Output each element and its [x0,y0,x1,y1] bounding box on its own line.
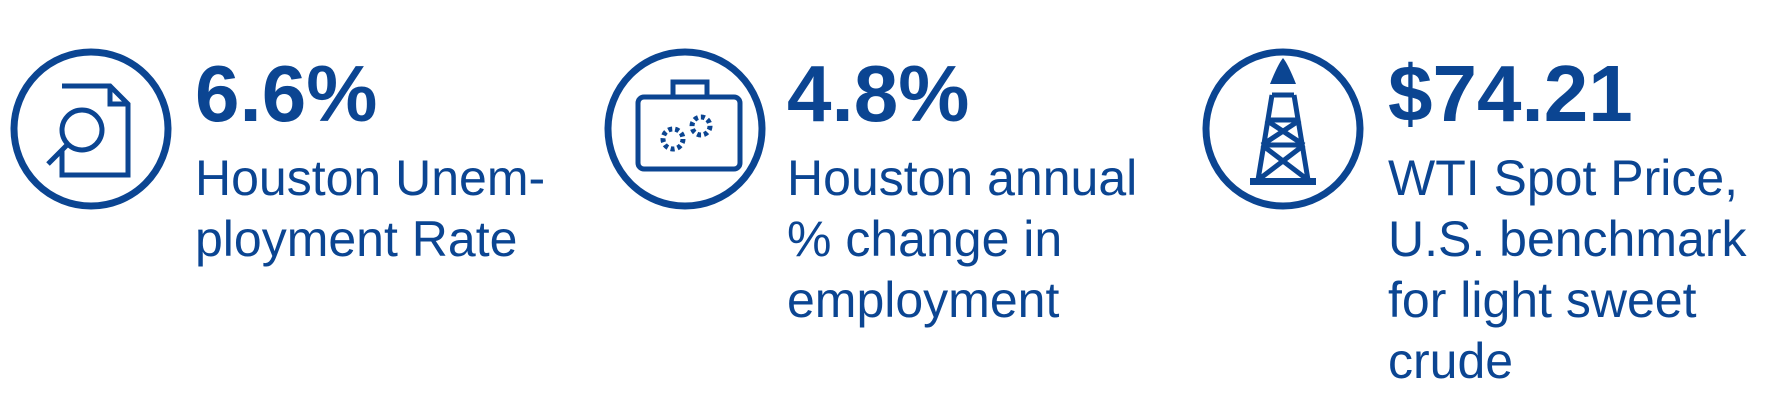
stat-label: Houston Unem- [195,150,545,206]
stat-value: $74.21 [1388,49,1633,138]
stat-value: 6.6% [195,49,377,138]
stat-label: % change in [787,211,1062,267]
stat-label: ployment Rate [195,211,517,267]
stat-label: crude [1388,333,1513,389]
stat-label: U.S. benchmark [1388,211,1747,267]
icon-toolbox [604,48,766,210]
stat-label: WTI Spot Price, [1388,150,1738,206]
icon-document-search [10,48,172,210]
stat-label: employment [787,272,1059,328]
stat-label: for light sweet [1388,272,1697,328]
icon-oil-derrick [1202,48,1364,210]
stat-label: Houston annual [787,150,1137,206]
stat-value: 4.8% [787,49,969,138]
